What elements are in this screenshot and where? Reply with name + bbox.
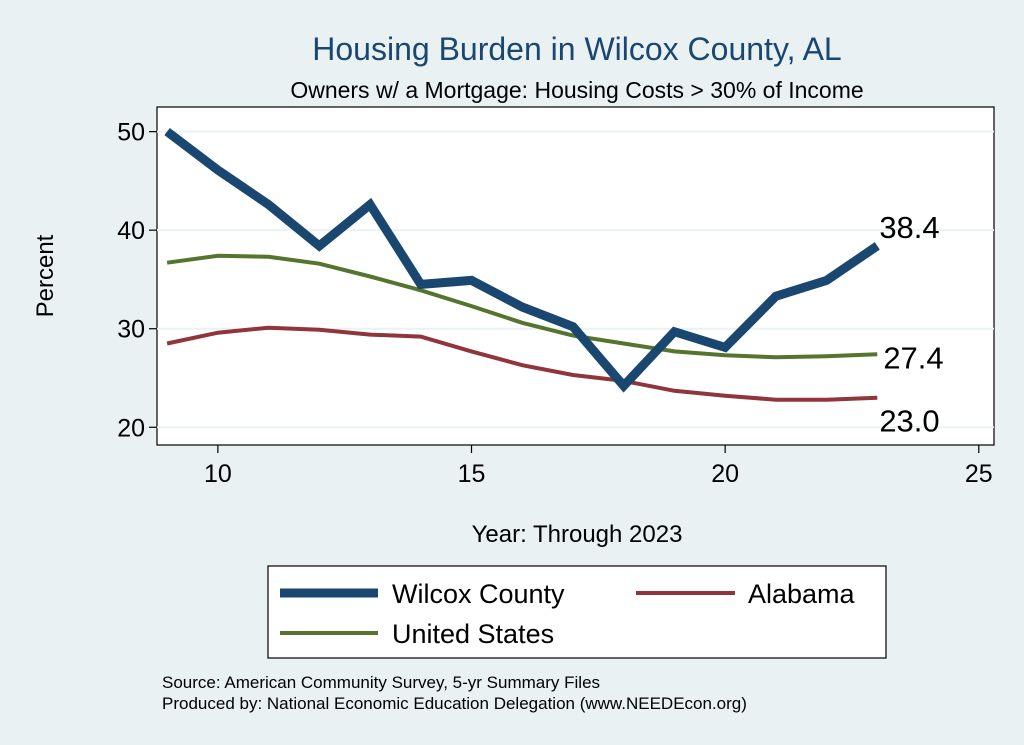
series-line-wilcox-county [164,128,880,393]
producer-note: Produced by: National Economic Education… [162,694,747,713]
y-tick-label-20: 20 [117,414,145,442]
y-tick-label-30: 30 [117,316,145,344]
y-tick-label-40: 40 [117,217,145,245]
chart-subtitle: Owners w/ a Mortgage: Housing Costs > 30… [290,77,863,103]
y-tick-label-50: 50 [117,119,145,147]
chart-title: Housing Burden in Wilcox County, AL [312,31,841,67]
x-tick-label-25: 25 [965,460,993,488]
legend: Wilcox County Alabama United States [267,565,887,659]
end-label-united-states: 27.4 [883,340,943,375]
legend-label-wilcox: Wilcox County [392,579,565,609]
x-axis: 10 15 20 25 [204,445,993,488]
y-axis: 20 30 40 50 [117,119,157,442]
series-lines [164,128,880,402]
series-line-alabama [166,325,878,402]
legend-box [267,565,887,659]
series-line-united-states [166,253,878,360]
x-tick-label-10: 10 [204,460,232,488]
legend-label-united-states: United States [392,619,554,649]
x-tick-label-20: 20 [711,460,739,488]
end-labels: 38.4 23.0 27.4 [879,210,943,439]
end-label-alabama: 23.0 [879,404,939,439]
x-tick-label-15: 15 [458,460,486,488]
plot-area [156,106,995,446]
source-note: Source: American Community Survey, 5-yr … [162,673,600,692]
x-axis-title: Year: Through 2023 [472,521,683,548]
legend-label-alabama: Alabama [748,579,856,609]
y-axis-title: Percent [32,234,59,317]
end-label-wilcox-county: 38.4 [879,210,939,245]
